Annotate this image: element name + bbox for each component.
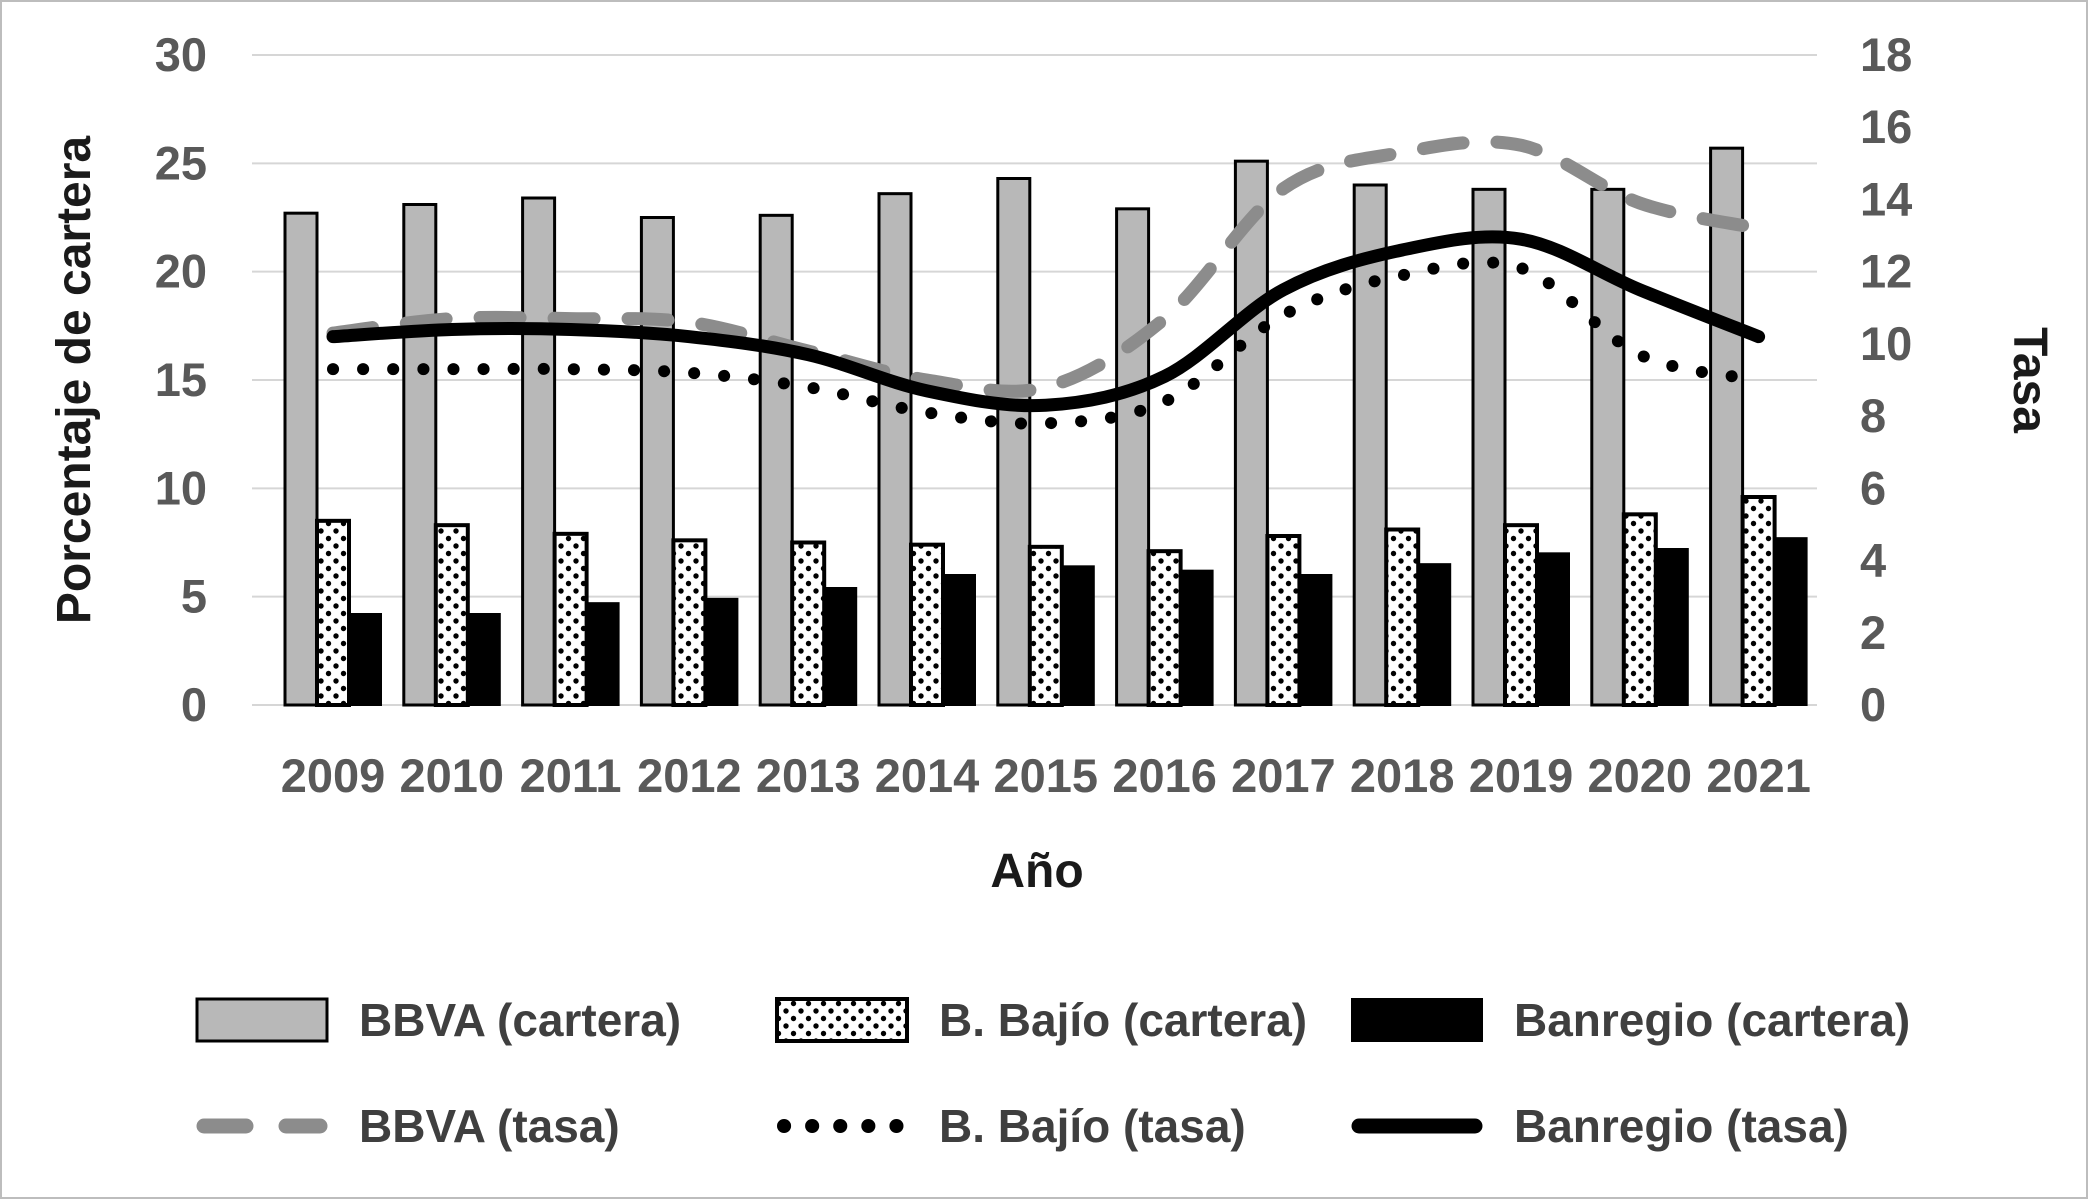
bar-bar-black-2017 bbox=[1298, 574, 1333, 706]
bar-bar-black-2013 bbox=[823, 587, 858, 706]
x-tick-label: 2014 bbox=[875, 749, 980, 802]
left-axis-tick-labels: 0 5 10 15 20 25 30 bbox=[155, 28, 207, 731]
bar-bar-dotted-2011 bbox=[552, 531, 589, 707]
bar-bar-black-2009 bbox=[348, 613, 382, 706]
bar-dotted-swatch bbox=[775, 997, 909, 1043]
legend-label: B. Bajío (cartera) bbox=[939, 994, 1307, 1046]
bar-bar-gray-2011 bbox=[521, 196, 557, 707]
bar-bar-dotted-2012 bbox=[671, 538, 708, 707]
bar-bar-dotted-2010 bbox=[433, 523, 470, 708]
line-line-solid bbox=[326, 230, 1766, 413]
x-axis-title: Año bbox=[990, 845, 1083, 898]
left-tick-label: 0 bbox=[181, 678, 207, 731]
x-tick-label: 2021 bbox=[1706, 749, 1811, 802]
legend-label: B. Bajío (tasa) bbox=[939, 1100, 1246, 1152]
right-axis-title: Tasa bbox=[2003, 327, 2056, 433]
x-tick-label: 2012 bbox=[637, 749, 742, 802]
x-tick-label: 2011 bbox=[520, 749, 622, 802]
right-tick-label: 14 bbox=[1860, 172, 1912, 225]
x-tick-label: 2020 bbox=[1588, 749, 1693, 802]
bar-bar-dotted-2013 bbox=[790, 540, 827, 707]
right-tick-label: 12 bbox=[1860, 245, 1912, 298]
line-series-group bbox=[326, 135, 1766, 430]
bar-bar-gray-2014 bbox=[877, 192, 913, 707]
legend-label: BBVA (tasa) bbox=[359, 1100, 620, 1152]
x-tick-label: 2019 bbox=[1469, 749, 1574, 802]
bar-bar-black-2012 bbox=[704, 597, 739, 706]
bar-bar-dotted-2016 bbox=[1146, 549, 1183, 708]
bar-bar-gray-2015 bbox=[996, 177, 1032, 707]
bar-bar-black-2014 bbox=[942, 574, 976, 706]
x-tick-label: 2009 bbox=[281, 749, 386, 802]
legend-label: BBVA (cartera) bbox=[359, 994, 681, 1046]
right-tick-label: 8 bbox=[1860, 389, 1886, 442]
bar-bar-dotted-2019 bbox=[1503, 523, 1539, 708]
bar-bar-black-2015 bbox=[1060, 565, 1095, 706]
x-tick-label: 2015 bbox=[994, 749, 1099, 802]
x-tick-label: 2017 bbox=[1231, 749, 1336, 802]
left-tick-label: 25 bbox=[155, 136, 207, 189]
legend-item: B. Bajío (cartera) bbox=[775, 994, 1307, 1046]
bar-bar-dotted-2009 bbox=[315, 518, 351, 707]
right-tick-label: 10 bbox=[1860, 317, 1912, 370]
legend-item: Banregio (tasa) bbox=[1351, 1100, 1849, 1152]
x-tick-label: 2013 bbox=[756, 749, 861, 802]
x-axis-tick-labels: 2009 2010 2011 2012 2013 2014 2015 2016 2017 2018… bbox=[281, 749, 1811, 802]
left-tick-label: 5 bbox=[181, 570, 207, 623]
bar-series-group bbox=[283, 146, 1808, 708]
right-tick-label: 0 bbox=[1860, 678, 1886, 731]
left-tick-label: 30 bbox=[155, 28, 207, 81]
right-tick-label: 18 bbox=[1860, 28, 1912, 81]
line-line-dotted bbox=[327, 256, 1765, 430]
bar-bar-dotted-2018 bbox=[1384, 527, 1421, 707]
bar-bar-black-2019 bbox=[1536, 552, 1570, 706]
line-line-dashed bbox=[326, 135, 1766, 398]
bar-black-swatch bbox=[1351, 998, 1483, 1042]
bar-bar-gray-2010 bbox=[402, 203, 438, 707]
chart-legend: BBVA (cartera) B. Bajío (cartera) Banregio… bbox=[195, 994, 1910, 1152]
bar-bar-black-2016 bbox=[1179, 569, 1214, 707]
bar-bar-dotted-2017 bbox=[1265, 534, 1302, 707]
bar-bar-black-2020 bbox=[1654, 548, 1689, 706]
left-tick-label: 10 bbox=[155, 461, 207, 514]
bar-bar-black-2010 bbox=[466, 613, 501, 706]
bar-bar-gray-2019 bbox=[1471, 187, 1507, 707]
left-axis-title: Porcentaje de cartera bbox=[48, 136, 101, 625]
bar-bar-gray-2013 bbox=[758, 213, 794, 707]
bar-bar-black-2011 bbox=[585, 602, 620, 707]
bar-bar-dotted-2015 bbox=[1027, 544, 1064, 707]
legend-item: BBVA (cartera) bbox=[195, 994, 681, 1046]
x-tick-label: 2018 bbox=[1350, 749, 1455, 802]
right-tick-label: 4 bbox=[1860, 534, 1886, 587]
right-axis-tick-labels: 0 2 4 6 8 10 12 14 16 18 bbox=[1860, 28, 1912, 731]
bar-bar-dotted-2014 bbox=[909, 542, 945, 708]
bar-bar-gray-2012 bbox=[639, 216, 675, 707]
bar-bar-black-2018 bbox=[1417, 563, 1452, 707]
left-tick-label: 20 bbox=[155, 245, 207, 298]
legend-label: Banregio (cartera) bbox=[1514, 994, 1910, 1046]
bar-bar-black-2021 bbox=[1773, 537, 1808, 707]
right-tick-label: 2 bbox=[1860, 606, 1886, 659]
left-tick-label: 15 bbox=[155, 353, 207, 406]
bar-bar-gray-2018 bbox=[1352, 183, 1388, 707]
gridlines bbox=[252, 54, 1817, 706]
bar-bar-dotted-2020 bbox=[1621, 512, 1658, 707]
bar-bar-gray-2021 bbox=[1709, 146, 1745, 707]
legend-item: BBVA (tasa) bbox=[196, 1100, 620, 1152]
bar-bar-dotted-2021 bbox=[1740, 495, 1777, 707]
legend-item: B. Bajío (tasa) bbox=[777, 1100, 1246, 1152]
bar-gray-swatch bbox=[195, 997, 329, 1043]
right-tick-label: 16 bbox=[1860, 100, 1912, 153]
bar-bar-gray-2016 bbox=[1115, 207, 1151, 707]
x-tick-label: 2016 bbox=[1112, 749, 1217, 802]
legend-label: Banregio (tasa) bbox=[1514, 1100, 1849, 1152]
legend-item: Banregio (cartera) bbox=[1351, 994, 1910, 1046]
x-tick-label: 2010 bbox=[400, 749, 505, 802]
bar-bar-gray-2009 bbox=[283, 211, 319, 707]
bar-bar-gray-2017 bbox=[1233, 159, 1269, 707]
right-tick-label: 6 bbox=[1860, 461, 1886, 514]
